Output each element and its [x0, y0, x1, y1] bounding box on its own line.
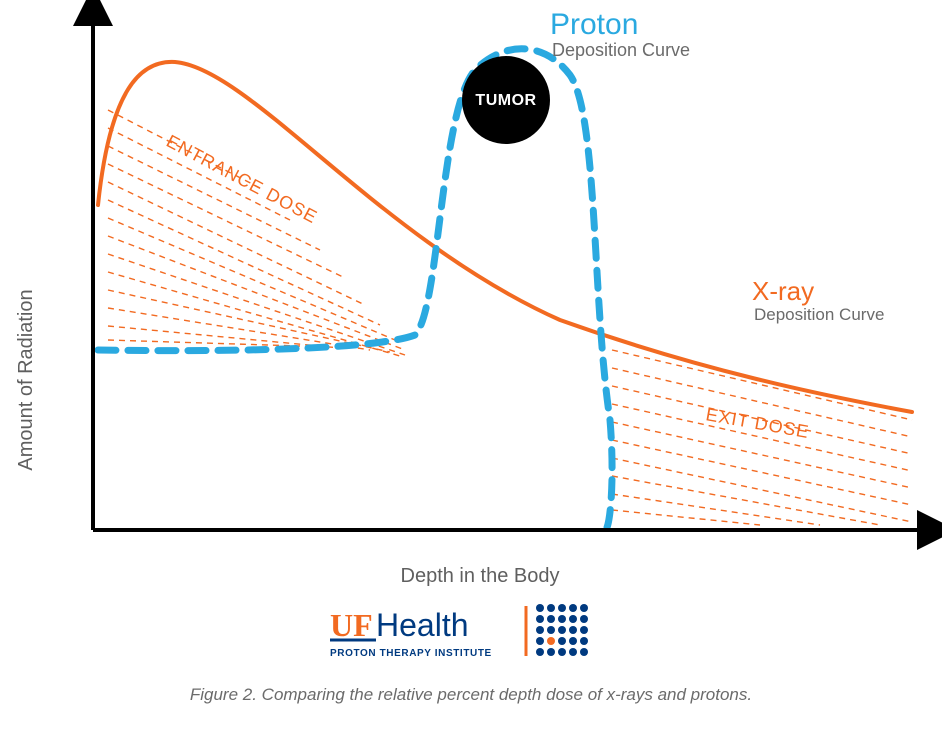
xray-label-title: X-ray: [752, 276, 814, 306]
tumor-label: TUMOR: [475, 92, 536, 109]
proton-label-title: Proton: [550, 8, 638, 41]
chart-svg: TUMOR Amount of Radiation Depth in the Bod…: [0, 0, 942, 735]
svg-text:UF: UF: [330, 607, 373, 643]
xray-label-sub: Deposition Curve: [754, 305, 884, 324]
figure-caption: Figure 2. Comparing the relative percent…: [190, 685, 752, 704]
x-axis-label: Depth in the Body: [401, 565, 560, 587]
svg-text:Health: Health: [376, 607, 469, 643]
proton-label-sub: Deposition Curve: [552, 40, 690, 60]
y-axis-label: Amount of Radiation: [15, 289, 37, 470]
figure-container: TUMOR Amount of Radiation Depth in the Bod…: [0, 0, 942, 735]
svg-text:PROTON THERAPY INSTITUTE: PROTON THERAPY INSTITUTE: [330, 648, 492, 659]
